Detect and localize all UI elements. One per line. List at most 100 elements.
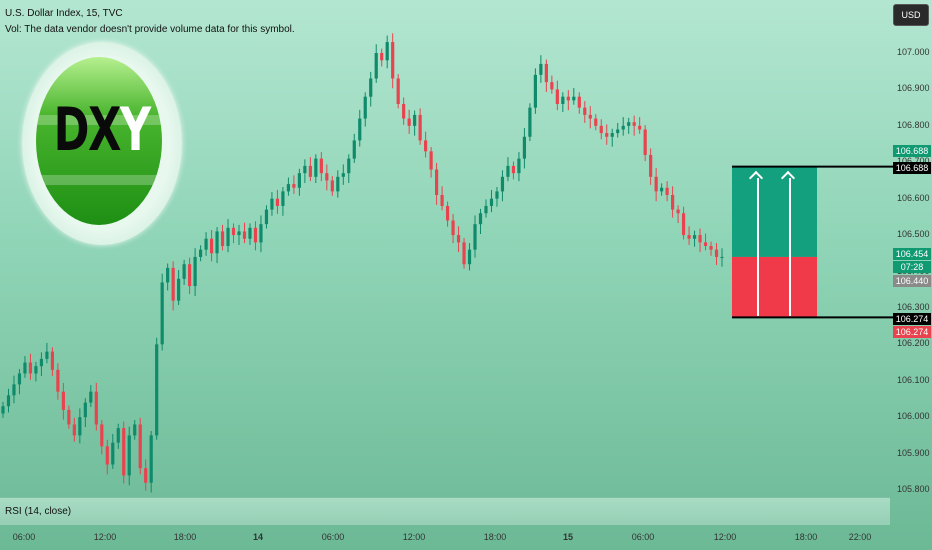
candle-down (61, 391, 65, 410)
candle-up (467, 249, 472, 265)
candle-up (1, 406, 5, 414)
candle-down (605, 133, 609, 137)
candle-up (528, 107, 532, 137)
candle-up (226, 227, 230, 247)
candle-down (429, 151, 433, 170)
candle-down (676, 209, 680, 214)
rsi-label: RSI (14, close) (5, 506, 72, 517)
candle-up (204, 238, 208, 250)
candle-up (314, 158, 318, 177)
price-tick-label: 106.600 (897, 192, 930, 203)
candle-up (198, 249, 203, 257)
candle-up (127, 435, 131, 476)
candle-down (654, 176, 658, 192)
candle-down (292, 184, 296, 188)
candles (1, 33, 724, 493)
candle-down (28, 362, 33, 374)
target-line-tag: 106.688 (893, 162, 931, 174)
candle-up (522, 136, 527, 159)
candle-down (105, 446, 109, 465)
candle-down (144, 468, 148, 483)
candle-down (445, 205, 450, 221)
candle-up (23, 362, 27, 374)
candle-up (484, 205, 488, 214)
candle-down (253, 227, 258, 243)
candle-down (714, 249, 719, 257)
candle-up (572, 96, 576, 101)
candle-up (133, 424, 137, 436)
candle-down (632, 122, 636, 126)
candle-up (111, 442, 115, 465)
candle-down (462, 242, 466, 265)
up-arrow-icon (757, 178, 759, 316)
candle-down (583, 107, 587, 115)
candle-down (544, 63, 548, 83)
candle-down (511, 165, 516, 174)
candle-up (160, 282, 164, 345)
candle-up (561, 96, 565, 104)
candle-up (363, 96, 367, 119)
candle-up (286, 184, 291, 192)
time-tick-label: 12:00 (93, 532, 117, 542)
candle-up (539, 63, 543, 75)
dxy-logo-text: DXY (53, 95, 152, 165)
rsi-pane[interactable] (0, 497, 890, 525)
candle-up (155, 344, 159, 436)
candle-up (83, 402, 87, 418)
candle-up (489, 198, 494, 206)
time-tick-label: 14 (252, 532, 264, 542)
candle-down (424, 140, 428, 152)
candle-up (303, 165, 307, 174)
candle-down (402, 103, 406, 119)
time-tick-label: 12:00 (713, 532, 737, 542)
candle-up (259, 224, 263, 243)
candle-down (231, 227, 236, 236)
candle-up (12, 384, 16, 396)
candle-up (336, 176, 340, 192)
target-price-tag: 106.688 (893, 145, 931, 157)
candle-down (698, 235, 702, 243)
candle-up (78, 417, 82, 436)
time-tick-label: 06:00 (12, 532, 36, 542)
candle-up (478, 213, 483, 225)
candle-down (671, 195, 675, 210)
candle-down (67, 409, 71, 425)
candle-up (720, 256, 724, 258)
candle-down (56, 369, 60, 392)
candle-down (380, 53, 384, 61)
candle-down (396, 78, 400, 104)
currency-button[interactable]: USD (893, 4, 929, 26)
candle-down (188, 264, 192, 287)
candle-down (594, 118, 598, 126)
candle-down (687, 235, 691, 239)
candle-up (374, 53, 378, 79)
stop-zone (732, 256, 817, 318)
price-tick-label: 106.500 (897, 229, 930, 240)
candle-up (149, 435, 153, 483)
price-tick-label: 106.800 (897, 119, 930, 130)
candle-down (665, 187, 669, 196)
candle-down (555, 89, 559, 104)
candle-down (649, 154, 653, 177)
candle-up (6, 395, 11, 407)
candle-down (407, 118, 411, 126)
candle-down (220, 231, 225, 247)
symbol-title: U.S. Dollar Index, 15, TVC (5, 8, 123, 19)
time-tick-label: 06:00 (631, 532, 655, 542)
candle-up (281, 191, 285, 206)
candle-down (566, 96, 570, 101)
candle-down (242, 231, 247, 239)
candle-up (627, 122, 631, 126)
candle-down (599, 125, 603, 134)
candle-up (237, 231, 241, 236)
dxy-logo-badge (36, 57, 162, 225)
candle-up (39, 358, 44, 367)
candle-up (358, 118, 362, 141)
candle-down (550, 82, 554, 90)
countdown-tag: 07:28 (893, 261, 931, 273)
time-tick-label: 15 (562, 532, 574, 542)
candle-down (50, 351, 54, 370)
candle-down (171, 267, 175, 301)
